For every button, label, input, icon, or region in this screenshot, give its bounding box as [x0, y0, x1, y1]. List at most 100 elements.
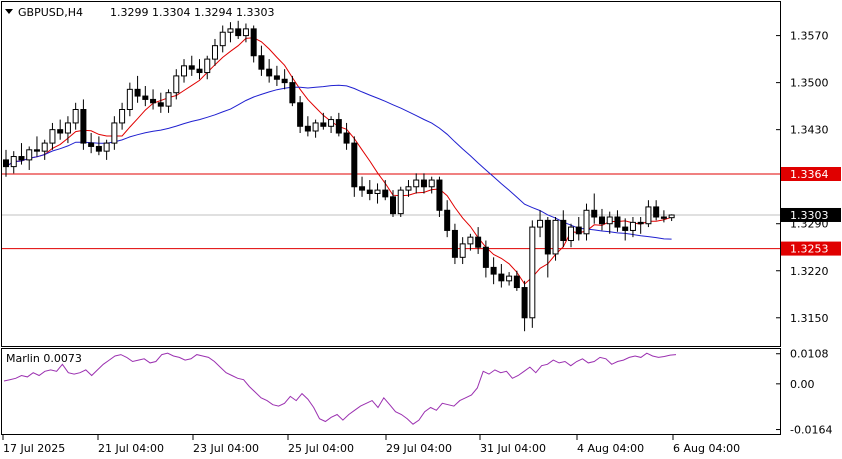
marlin-line	[3, 352, 677, 425]
candle-bear	[653, 206, 660, 218]
time-tick-label: 29 Jul 04:00	[386, 442, 452, 455]
ohlc-label: 1.3299 1.3304 1.3294 1.3303	[110, 6, 274, 19]
candle-bear	[258, 55, 265, 70]
candle-bear	[475, 236, 482, 248]
candle-bull	[41, 142, 48, 152]
candle-bear	[196, 68, 203, 74]
candle-bear	[57, 129, 64, 134]
candle-bull	[467, 236, 474, 245]
time-tick-label: 21 Jul 04:00	[98, 442, 164, 455]
candle-bear	[420, 179, 427, 188]
indicator-tick-label: -0.0164	[790, 424, 832, 437]
candle-bear	[366, 189, 373, 194]
candle-bear	[513, 275, 520, 289]
candle-bull	[328, 119, 335, 127]
candle-bear	[544, 219, 551, 255]
candle-bull	[173, 75, 180, 94]
candle-bear	[188, 65, 195, 70]
candle-bear	[660, 216, 667, 219]
candle-bull	[668, 214, 675, 219]
candle-bear	[80, 109, 87, 144]
candle-bear	[335, 119, 342, 134]
indicator-label: Marlin 0.0073	[6, 352, 82, 365]
candle-bear	[498, 273, 505, 282]
price-tick-label: 1.3150	[790, 312, 829, 325]
candle-bull	[428, 179, 435, 188]
level-tag-label: 1.3364	[790, 168, 829, 181]
candle-bear	[622, 226, 629, 231]
indicator-panel-frame	[1, 348, 781, 435]
candle-bull	[629, 221, 636, 231]
candle-bear	[289, 82, 296, 104]
candle-bull	[583, 209, 590, 235]
candle-bear	[297, 102, 304, 127]
price-tick-label: 1.3500	[790, 77, 829, 90]
candle-bull	[242, 28, 249, 37]
time-tick-label: 4 Aug 04:00	[577, 442, 644, 455]
candle-bear	[575, 226, 582, 235]
candle-bull	[26, 149, 33, 161]
candlestick-series	[3, 20, 675, 332]
candle-bear	[451, 229, 458, 258]
candle-bear	[444, 209, 451, 231]
indicator-tick-label: 0.0108	[790, 348, 829, 361]
candle-bear	[88, 142, 95, 147]
symbol-dropdown-icon[interactable]	[5, 9, 13, 14]
candle-bear	[273, 75, 280, 80]
candle-bear	[33, 149, 40, 152]
candle-bear	[382, 189, 389, 198]
price-axis: 1.3570 1.3500 1.3430 1.3290 1.3220 1.3150	[776, 30, 829, 325]
candle-bear	[134, 88, 141, 97]
candle-bull	[405, 186, 412, 191]
candle-bear	[95, 145, 102, 152]
candle-bear	[304, 125, 311, 132]
candle-bull	[181, 65, 188, 77]
level-tag-label: 1.3253	[790, 243, 829, 256]
candle-bull	[64, 122, 71, 134]
price-tick-label: 1.3220	[790, 265, 829, 278]
candle-bear	[235, 28, 242, 37]
candle-bear	[637, 221, 644, 225]
symbol-label: GBPUSD,H4	[18, 6, 83, 19]
candle-bull	[537, 219, 544, 228]
candle-bull	[606, 216, 613, 225]
candle-bull	[397, 189, 404, 215]
candle-bull	[552, 219, 559, 255]
candle-bull	[459, 243, 466, 258]
candle-bull	[529, 226, 536, 319]
level-tag	[781, 241, 841, 256]
candle-bear	[157, 102, 164, 107]
current-price-label: 1.3303	[790, 209, 829, 222]
candle-bear	[281, 78, 288, 84]
candle-bear	[343, 132, 350, 144]
candle-bull	[413, 179, 420, 188]
time-tick-label: 17 Jul 2025	[3, 442, 65, 455]
candle-bear	[436, 179, 443, 211]
time-tick-label: 6 Aug 04:00	[673, 442, 740, 455]
candle-bull	[119, 109, 126, 124]
candle-bear	[359, 186, 366, 191]
candle-bull	[645, 206, 652, 225]
candle-bear	[560, 219, 567, 242]
candle-bear	[390, 196, 396, 215]
candle-bull	[568, 226, 575, 242]
candle-bull	[227, 28, 234, 33]
price-tick-label: 1.3290	[790, 218, 829, 231]
candle-bear	[521, 287, 528, 319]
candle-bear	[150, 98, 157, 104]
candle-bull	[506, 275, 513, 282]
candle-bear	[266, 68, 273, 77]
indicator-tick-label: 0.00	[790, 378, 815, 391]
candle-bull	[211, 45, 218, 60]
current-price-tag	[781, 207, 841, 222]
time-tick-label: 25 Jul 04:00	[288, 442, 354, 455]
candle-bull	[103, 142, 110, 152]
candle-bull	[165, 92, 172, 107]
candle-bear	[591, 209, 598, 218]
candle-bear	[3, 159, 9, 168]
candle-bull	[312, 122, 319, 132]
time-axis: 17 Jul 2025 21 Jul 04:00 23 Jul 04:00 25 Ju…	[2, 435, 740, 455]
candle-bear	[18, 156, 25, 161]
price-tick-label: 1.3430	[790, 124, 829, 137]
